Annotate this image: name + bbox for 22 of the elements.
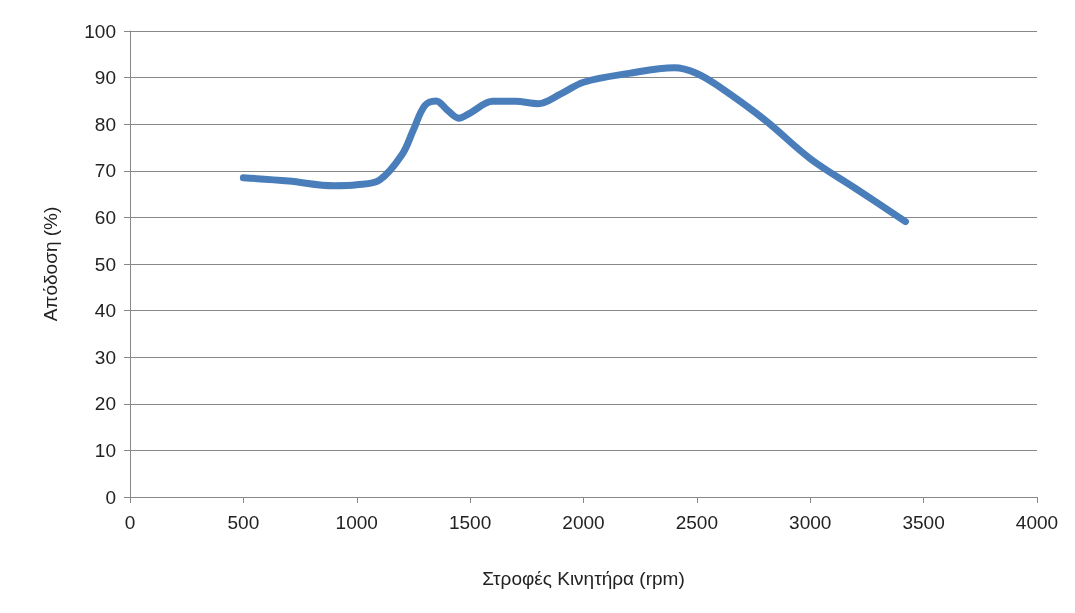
x-tick-label: 4000	[1015, 512, 1059, 533]
x-tick-label: 3500	[902, 512, 945, 533]
x-tick-label: 500	[227, 512, 260, 533]
y-tick-label: 10	[94, 439, 116, 461]
y-tick-label: 100	[84, 20, 116, 42]
y-tick-label: 80	[94, 113, 116, 135]
y-tick-label: 70	[94, 160, 116, 182]
y-tick-label: 30	[94, 346, 116, 368]
y-tick-label: 40	[94, 300, 116, 322]
y-tick-label: 20	[94, 393, 116, 415]
x-tick-label: 2000	[562, 512, 605, 533]
x-tick-label: 3000	[789, 512, 832, 533]
y-axis-title: Απόδοση (%)	[40, 206, 61, 322]
x-tick-label: 1500	[448, 512, 492, 533]
x-tick-label: 1000	[335, 512, 378, 533]
x-axis-title: Στροφές Κινητήρα (rpm)	[482, 568, 685, 589]
x-tick-label: 0	[124, 512, 136, 533]
y-tick-label: 60	[94, 206, 116, 228]
x-tick-label: 2500	[675, 512, 719, 533]
y-tick-label: 90	[94, 67, 116, 89]
y-tick-label: 0	[105, 486, 116, 508]
y-tick-label: 50	[94, 253, 116, 275]
